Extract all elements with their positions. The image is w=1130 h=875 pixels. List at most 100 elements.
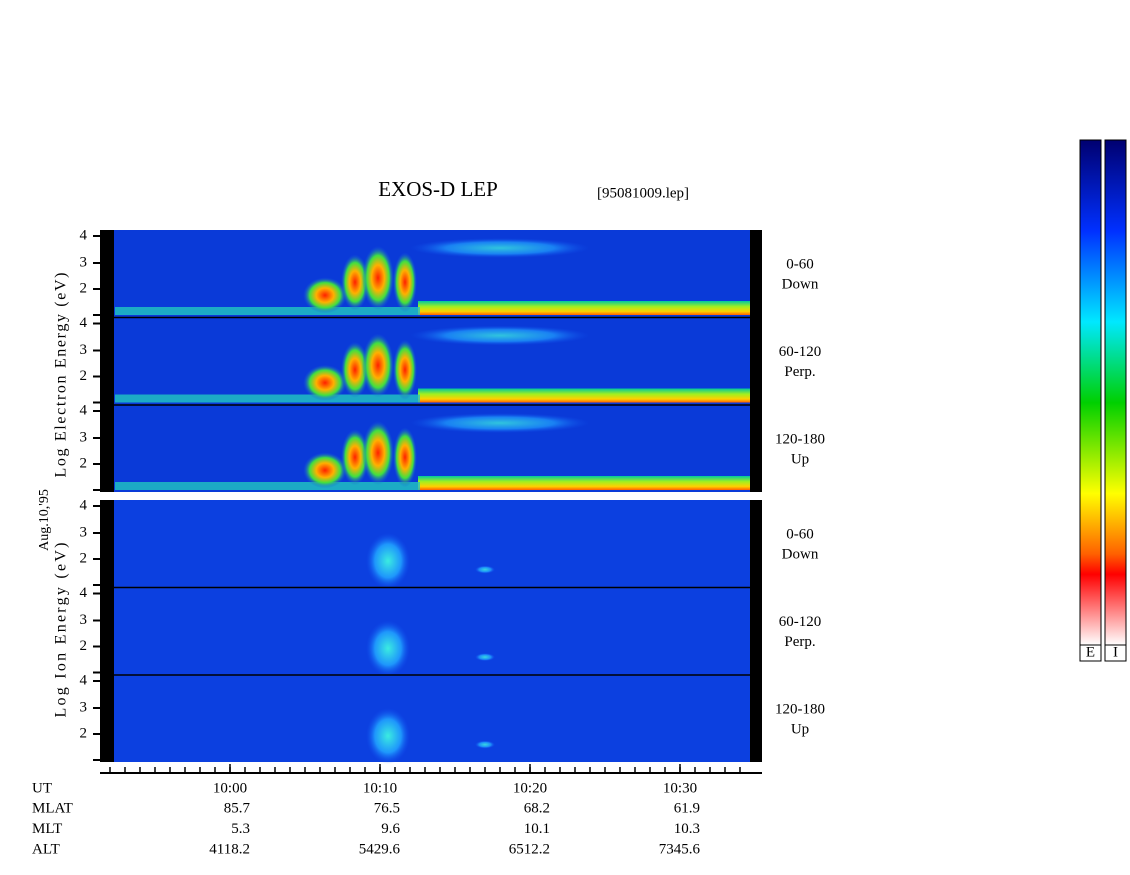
- date-label: Aug.10,'95: [37, 489, 52, 551]
- row-value: 76.5: [374, 801, 400, 817]
- spectrogram-burst: [303, 452, 347, 489]
- data-gap: [100, 230, 114, 317]
- panel: 4 3 2 60-120 Perp.: [80, 315, 822, 405]
- spectrogram-burst: [362, 333, 394, 398]
- row-value: 61.9: [674, 801, 700, 817]
- data-gap: [100, 587, 114, 675]
- panel: 4 3 2 120-180 Up: [80, 672, 825, 764]
- panel-angle-range: 60-120: [779, 614, 822, 630]
- panel-angle-range: 0-60: [786, 256, 814, 272]
- spectrogram-burst: [341, 429, 369, 486]
- title: EXOS-D LEP: [378, 177, 498, 201]
- colorbar-label-box: [1104, 644, 1127, 662]
- panel-angle-range: 120-180: [775, 431, 825, 447]
- colorbar-label-box: [1079, 644, 1102, 662]
- row-value: 10:20: [513, 780, 547, 796]
- y-tick-label: 4: [80, 402, 88, 418]
- spectrogram-burst: [475, 740, 495, 749]
- electron-axis-label: Log Electron Energy (eV): [53, 273, 70, 478]
- y-tick-label: 3: [80, 524, 88, 540]
- colorbar-label: I: [1113, 644, 1118, 660]
- spectrogram-band: [418, 476, 750, 490]
- spectrogram-background: [100, 500, 762, 587]
- panel: 4 3 2 60-120 Perp.: [80, 585, 822, 677]
- row-value: 68.2: [524, 801, 550, 817]
- row-value: 10:30: [663, 780, 697, 796]
- y-tick-label: 2: [80, 550, 88, 566]
- spectrogram-band: [418, 301, 750, 315]
- y-tick-label: 3: [80, 612, 88, 628]
- row-value: 9.6: [381, 821, 400, 837]
- spectrogram-background: [100, 675, 762, 762]
- spectrogram-burst: [410, 413, 590, 433]
- y-tick-label: 2: [80, 280, 88, 296]
- spectrogram-burst: [475, 565, 495, 574]
- spectrogram-burst: [341, 341, 369, 398]
- y-tick-label: 2: [80, 725, 88, 741]
- y-tick-label: 4: [80, 227, 88, 243]
- panel-angle-range: 60-120: [779, 344, 822, 360]
- row-value: 10:10: [363, 780, 397, 796]
- spectrogram-burst: [366, 620, 410, 677]
- colorbar-label: E: [1086, 644, 1095, 660]
- row-value: 10.3: [674, 821, 700, 837]
- spectrogram-band: [115, 307, 420, 315]
- data-gap: [100, 675, 114, 762]
- row-value: 5429.6: [359, 841, 401, 857]
- spectrogram-background: [100, 587, 762, 675]
- row-label: MLT: [32, 821, 62, 837]
- spectrogram-burst: [362, 245, 394, 310]
- spectrograms: 4 3 2 0-60 Down 4 3 2 60-120 Perp. 4 3 2 120-180 Up 4 3 2…: [80, 227, 825, 764]
- spectrogram-burst: [303, 277, 347, 314]
- colorbar-gradient: [1104, 139, 1127, 646]
- y-tick-label: 2: [80, 455, 88, 471]
- panel: 4 3 2 0-60 Down: [80, 497, 819, 589]
- spectrogram-burst: [393, 339, 417, 400]
- spectrogram-band: [115, 482, 420, 490]
- spectrogram-burst: [362, 420, 394, 485]
- spectrogram-burst: [393, 427, 417, 488]
- y-tick-label: 4: [80, 585, 88, 601]
- row-value: 10:00: [213, 780, 247, 796]
- panel-direction: Down: [782, 546, 819, 562]
- y-tick-label: 3: [80, 342, 88, 358]
- panel: 4 3 2 0-60 Down: [80, 227, 819, 317]
- y-tick-label: 2: [80, 368, 88, 384]
- panel-direction: Perp.: [784, 634, 815, 650]
- data-gap: [750, 230, 762, 317]
- spectrogram-burst: [410, 238, 590, 258]
- data-gap: [750, 675, 762, 762]
- panel-direction: Perp.: [784, 364, 815, 380]
- row-value: 7345.6: [659, 841, 701, 857]
- y-tick-label: 4: [80, 497, 88, 513]
- spectrogram-band: [115, 394, 420, 403]
- data-gap: [750, 587, 762, 675]
- panel-direction: Up: [791, 451, 809, 467]
- row-value: 6512.2: [509, 841, 550, 857]
- row-label: MLAT: [32, 801, 73, 817]
- data-gap: [750, 500, 762, 587]
- spectrogram-burst: [341, 254, 369, 311]
- data-gap: [100, 317, 114, 405]
- spectrogram-burst: [366, 532, 410, 589]
- spectrogram-burst: [303, 364, 347, 401]
- panel-angle-range: 0-60: [786, 526, 814, 542]
- colorbar-gradient: [1079, 139, 1102, 646]
- data-gap: [750, 405, 762, 492]
- data-gap: [100, 500, 114, 587]
- panel-direction: Up: [791, 721, 809, 737]
- spectrogram-burst: [475, 653, 495, 662]
- y-tick-label: 3: [80, 254, 88, 270]
- y-tick-label: 4: [80, 315, 88, 331]
- spectrogram-burst: [366, 707, 410, 764]
- y-tick-label: 3: [80, 429, 88, 445]
- row-label: UT: [32, 780, 52, 796]
- spectrogram-burst: [410, 325, 590, 346]
- spectrogram-burst: [393, 252, 417, 313]
- row-value: 4118.2: [209, 841, 250, 857]
- file-name: [95081009.lep]: [597, 185, 689, 201]
- data-gap: [750, 317, 762, 405]
- time-axis: UT 10:00 10:10 10:20 10:30 MLAT 85.7 76.5 68.2 61…: [32, 764, 762, 857]
